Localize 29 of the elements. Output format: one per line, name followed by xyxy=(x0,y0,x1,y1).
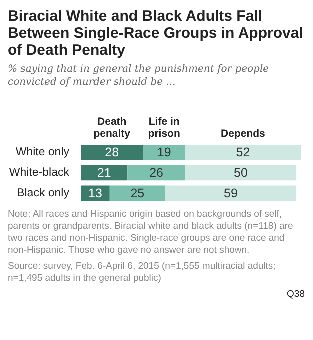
chart-subtitle: % saying that in general the punishment for people convicted of murder should be ... xyxy=(8,63,270,89)
bar xyxy=(185,145,301,160)
bar xyxy=(81,186,110,201)
y-tick-label: White only xyxy=(16,146,70,159)
bar xyxy=(165,186,297,201)
series-label: Death penalty xyxy=(94,116,131,140)
bar xyxy=(143,145,186,160)
bar xyxy=(128,165,186,181)
text: Q38 xyxy=(286,289,305,301)
series-label: Depends xyxy=(221,128,266,140)
bar xyxy=(81,145,144,160)
data-label: 13 xyxy=(88,186,102,200)
bar xyxy=(110,186,166,201)
data-label: 28 xyxy=(105,146,120,160)
y-tick-label: Black only xyxy=(17,187,70,200)
data-label: 50 xyxy=(234,166,248,180)
chart-title: Biracial White and Black Adults Fall Between Single-Race Groups in Approval of Death Penalty xyxy=(8,8,304,59)
source-note: Source: survey, Feb. 6-April 6, 2015 (n=1,555 multiracial adults; n=1,495 adults in the general public) xyxy=(8,261,277,285)
data-label: 52 xyxy=(236,146,250,160)
data-label: 25 xyxy=(130,186,145,200)
y-tick-label: White-black xyxy=(9,167,70,179)
data-label: 59 xyxy=(224,186,238,200)
data-label: 19 xyxy=(157,146,172,160)
data-label: 26 xyxy=(150,166,164,180)
bar xyxy=(185,165,297,181)
text: Note: All races and Hispanic origin based on backgrounds of self, parents or grandparents. Biracial white and black adults (n=118) are two races and non-Hispanic. Single-race groups are one race and non-Hispanic. Those who gave no answer are not shown. xyxy=(8,209,294,257)
bar xyxy=(81,165,128,181)
series-label: Life in prison xyxy=(148,116,180,140)
data-label: 21 xyxy=(97,166,112,180)
